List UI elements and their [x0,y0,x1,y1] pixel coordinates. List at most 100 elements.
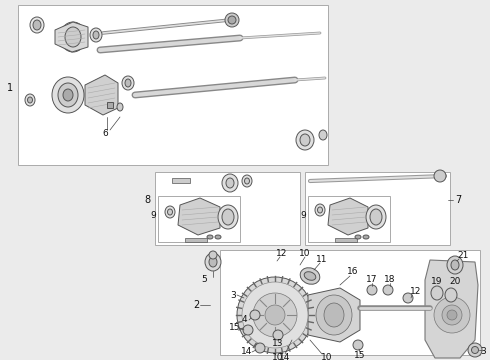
Ellipse shape [242,175,252,187]
Ellipse shape [383,285,393,295]
Ellipse shape [445,288,457,302]
Ellipse shape [355,235,361,239]
Ellipse shape [125,79,131,87]
Text: 5: 5 [201,275,207,284]
Ellipse shape [296,130,314,150]
Bar [308,196,390,242]
Text: 9: 9 [300,211,306,220]
Bar [220,250,480,355]
Text: 14: 14 [279,352,291,360]
Ellipse shape [222,209,234,225]
Circle shape [447,310,457,320]
Circle shape [242,282,308,348]
Text: 9: 9 [150,211,156,220]
Ellipse shape [225,13,239,27]
Ellipse shape [27,97,32,103]
Text: 14: 14 [241,347,253,356]
Ellipse shape [25,94,35,106]
Polygon shape [328,198,368,235]
Ellipse shape [471,346,479,354]
Ellipse shape [370,209,382,225]
Ellipse shape [318,207,322,213]
Ellipse shape [58,83,78,107]
Ellipse shape [300,134,310,146]
Circle shape [265,305,285,325]
Text: 2: 2 [193,300,199,310]
Ellipse shape [226,178,234,188]
Ellipse shape [447,256,463,274]
Polygon shape [425,260,478,358]
Text: 4: 4 [241,315,247,324]
Ellipse shape [218,205,238,229]
Ellipse shape [65,27,81,47]
Ellipse shape [451,260,459,270]
Ellipse shape [93,31,99,39]
Ellipse shape [33,20,41,30]
Ellipse shape [250,310,260,320]
Circle shape [209,251,217,259]
Polygon shape [85,75,118,115]
Text: 21: 21 [457,252,469,261]
Ellipse shape [300,268,320,284]
Ellipse shape [228,16,236,24]
Text: 10: 10 [299,249,311,258]
Text: 15: 15 [354,351,366,360]
Ellipse shape [63,89,73,101]
Text: 15: 15 [229,324,241,333]
Circle shape [442,305,462,325]
Ellipse shape [273,330,283,340]
Ellipse shape [30,17,44,33]
Text: 20: 20 [449,278,461,287]
Ellipse shape [366,205,386,229]
Bar [18,5,328,165]
Text: 11: 11 [316,255,328,264]
Text: 19: 19 [431,278,443,287]
Ellipse shape [60,22,86,52]
Ellipse shape [52,77,84,113]
Text: 10: 10 [272,352,284,360]
Text: 3: 3 [480,347,486,356]
Text: 12: 12 [410,288,422,297]
Ellipse shape [117,103,123,111]
Polygon shape [308,288,360,342]
Ellipse shape [168,209,172,215]
Text: 7: 7 [455,195,461,205]
Bar [305,172,450,245]
Text: 18: 18 [384,274,396,284]
Ellipse shape [209,257,217,267]
Text: 13: 13 [272,339,284,348]
Ellipse shape [165,206,175,218]
Bar [335,238,357,242]
Ellipse shape [324,303,344,327]
Bar [172,178,190,183]
Text: 10: 10 [321,352,333,360]
Ellipse shape [403,293,413,303]
Ellipse shape [315,204,325,216]
Ellipse shape [319,130,327,140]
Text: 8: 8 [144,195,150,205]
Polygon shape [55,22,88,52]
Text: 6: 6 [102,129,108,138]
Text: 16: 16 [347,267,359,276]
Text: 12: 12 [276,249,288,258]
Bar [107,102,113,108]
Bar [158,196,240,242]
Ellipse shape [255,343,265,353]
Ellipse shape [245,178,249,184]
Ellipse shape [316,295,352,335]
Ellipse shape [367,285,377,295]
Ellipse shape [205,253,221,271]
Ellipse shape [243,325,253,335]
Ellipse shape [304,272,316,280]
Text: 17: 17 [366,274,378,284]
Ellipse shape [222,174,238,192]
Ellipse shape [363,235,369,239]
Ellipse shape [353,340,363,350]
Bar [185,238,207,242]
Text: 3: 3 [230,291,236,300]
Ellipse shape [207,235,213,239]
Ellipse shape [468,343,482,357]
Ellipse shape [431,286,443,300]
Ellipse shape [122,76,134,90]
Ellipse shape [90,28,102,42]
